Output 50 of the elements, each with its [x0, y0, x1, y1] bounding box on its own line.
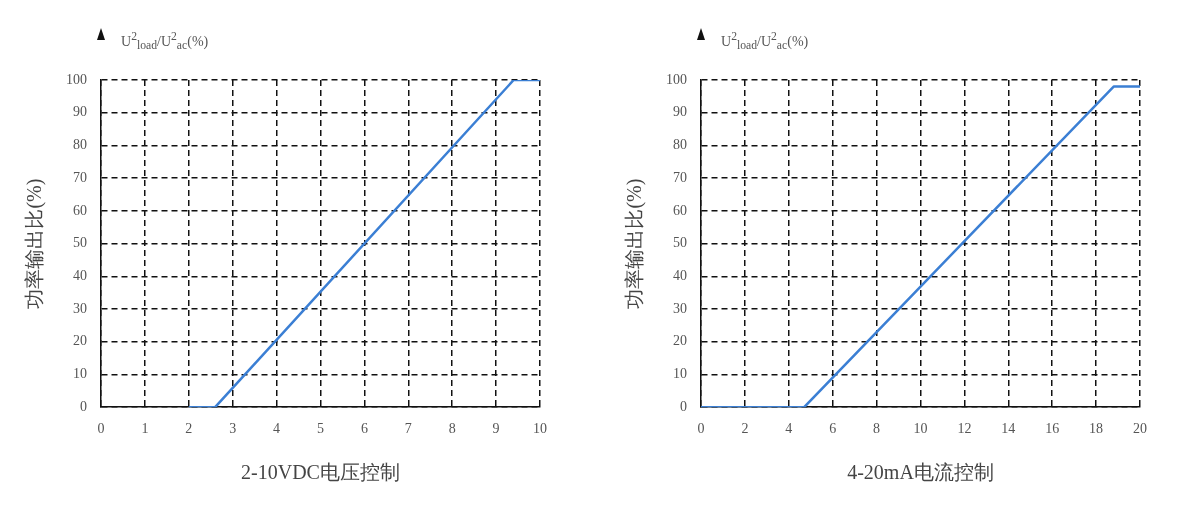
x-tick-label: 8 [873, 421, 881, 437]
y-tick-label: 40 [673, 267, 687, 283]
y-tick-label: 60 [73, 202, 87, 218]
x-tick-label: 7 [404, 421, 412, 437]
text: U$^{2}$$_{load}$/U$^{2}$$_{ac}$(%) [121, 30, 209, 53]
x-axis-title: 2-10VDC电压控制 [241, 461, 400, 484]
x-tick-label: 4 [273, 421, 281, 437]
x-tick-label: 10 [913, 421, 928, 437]
y-tick-label: 30 [673, 300, 687, 316]
y-tick-label: 90 [73, 104, 87, 120]
x-tick-label: 6 [360, 421, 368, 437]
y-tick-label: 40 [73, 267, 87, 283]
y-tick-label: 100 [666, 71, 687, 87]
x-tick-label: 8 [448, 421, 456, 437]
y-tick-label: 10 [673, 366, 687, 382]
x-tick-label: 4 [785, 421, 793, 437]
y-tick-label: 70 [73, 169, 87, 185]
y-tick-label: 20 [73, 333, 87, 349]
x-tick-label: 18 [1089, 421, 1104, 437]
x-axis-title: 4-20mA电流控制 [847, 461, 994, 484]
x-tick-label: 9 [492, 421, 500, 437]
y-axis-title: 功率输出比(%) [623, 178, 647, 309]
x-tick-label: 6 [829, 421, 837, 437]
x-tick-label: 2 [185, 421, 193, 437]
x-tick-label: 1 [141, 421, 149, 437]
x-tick-label: 16 [1045, 421, 1060, 437]
y-tick-label: 60 [673, 202, 687, 218]
y-tick-label: 0 [680, 398, 687, 414]
x-tick-label: 14 [1001, 421, 1016, 437]
x-tick-label: 0 [97, 421, 105, 437]
y-tick-label: 80 [673, 137, 687, 153]
y-tick-label: 20 [673, 333, 687, 349]
x-tick-label: 0 [697, 421, 705, 437]
y-tick-label: 50 [673, 235, 687, 251]
y-tick-label: 100 [66, 71, 87, 87]
x-tick-label: 2 [741, 421, 749, 437]
x-tick-label: 5 [317, 421, 324, 437]
y-tick-label: 90 [673, 104, 687, 120]
y-axis-title: 功率输出比(%) [23, 178, 47, 309]
y-tick-label: 30 [73, 300, 87, 316]
y-tick-label: 0 [80, 398, 87, 414]
x-tick-label: 10 [533, 421, 547, 437]
y-tick-label: 50 [73, 235, 87, 251]
x-tick-label: 20 [1133, 421, 1147, 437]
x-tick-label: 3 [229, 421, 237, 437]
y-tick-label: 70 [673, 169, 687, 185]
x-tick-label: 12 [957, 421, 972, 437]
y-tick-label: 10 [73, 366, 87, 382]
y-tick-label: 80 [73, 137, 87, 153]
text: U$^{2}$$_{load}$/U$^{2}$$_{ac}$(%) [721, 30, 809, 53]
